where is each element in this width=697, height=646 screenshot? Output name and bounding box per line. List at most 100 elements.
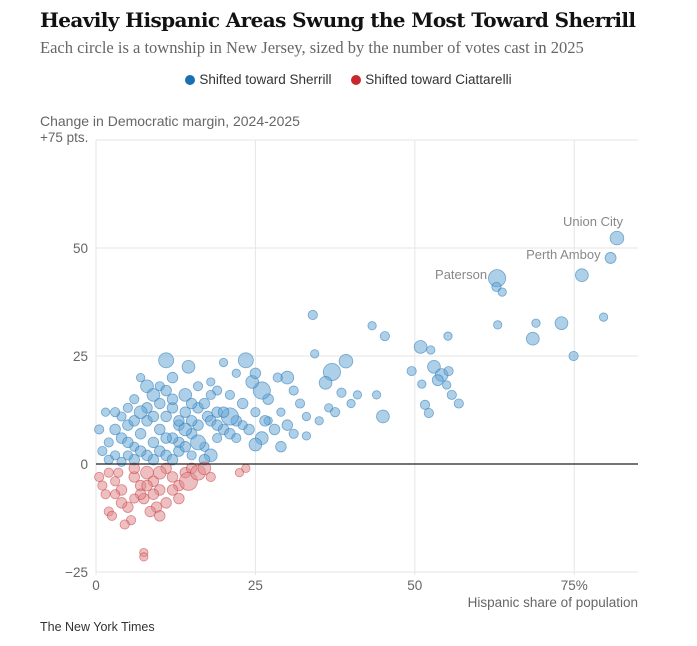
point-sherrill (376, 409, 390, 424)
x-tick-label: 75% (561, 578, 588, 593)
point-sherrill (154, 397, 166, 410)
point-sherrill (249, 367, 262, 379)
point-sherrill (453, 398, 464, 409)
point-ciattarelli (94, 471, 105, 482)
point-sherrill (181, 359, 196, 374)
point-ciattarelli (154, 510, 166, 522)
point-sherrill (158, 352, 175, 369)
point-sherrill (272, 372, 283, 383)
point-sherrill (379, 331, 390, 342)
point-ciattarelli (197, 461, 212, 476)
point-sherrill (224, 389, 235, 400)
point-sherrill (97, 445, 108, 457)
point-sherrill (352, 390, 363, 400)
point-sherrill (129, 394, 140, 405)
point-sherrill (134, 428, 147, 440)
point-sherrill (134, 445, 147, 457)
point-sherrill (250, 407, 261, 418)
point-ciattarelli (152, 465, 167, 480)
point-sherrill (166, 371, 179, 384)
point-sherrill (212, 433, 223, 444)
point-sherrill (406, 366, 417, 377)
point-sherrill (525, 331, 540, 346)
point-ciattarelli (115, 497, 128, 509)
point-sherrill (94, 424, 105, 435)
point-sherrill (179, 406, 191, 418)
legend-label: Shifted toward Ciattarelli (365, 72, 512, 87)
legend-item-sherrill: Shifted toward Sherrill (185, 72, 331, 87)
point-sherrill (166, 453, 179, 466)
point-sherrill (443, 331, 453, 341)
point-sherrill (190, 434, 206, 451)
point-ciattarelli (241, 463, 251, 473)
legend-item-ciattarelli: Shifted toward Ciattarelli (351, 72, 512, 87)
point-sherrill (147, 410, 160, 423)
point-ciattarelli (141, 479, 153, 492)
point-ciattarelli (110, 489, 121, 500)
x-tick-label: 50 (407, 578, 422, 593)
point-sherrill (307, 309, 318, 320)
point-ciattarelli (144, 505, 156, 518)
point-sherrill (231, 433, 242, 444)
point-sherrill (367, 321, 377, 331)
point-sherrill (192, 381, 204, 392)
point-sherrill (103, 437, 114, 448)
legend-label: Shifted toward Sherrill (199, 72, 332, 87)
point-sherrill (275, 441, 287, 453)
point-sherrill (103, 454, 114, 465)
point-sherrill (310, 349, 320, 359)
point-sherrill (288, 428, 299, 439)
point-ciattarelli (129, 493, 140, 504)
point-sherrill (609, 230, 625, 246)
point-sherrill (248, 437, 263, 452)
point-sherrill (154, 423, 166, 436)
point-sherrill (259, 415, 271, 427)
point-ciattarelli (113, 467, 124, 478)
point-ciattarelli (205, 471, 216, 482)
point-sherrill (116, 456, 127, 467)
point-ciattarelli (103, 467, 114, 478)
point-sherrill (237, 352, 254, 369)
point-sherrill (493, 320, 503, 330)
point-ciattarelli (160, 497, 172, 509)
point-sherrill (218, 357, 229, 368)
chart-subtitle: Each circle is a township in New Jersey,… (40, 38, 584, 57)
point-sherrill (178, 388, 193, 402)
point-sherrill (146, 388, 161, 402)
point-sherrill (100, 407, 111, 417)
point-sherrill (237, 420, 248, 431)
point-ciattarelli (106, 510, 117, 521)
point-sherrill (301, 411, 312, 422)
point-sherrill (186, 450, 197, 461)
y-tick-label: 0 (80, 457, 88, 472)
point-ciattarelli (119, 519, 130, 530)
point-sherrill (231, 368, 241, 378)
y-tick-label: −25 (65, 565, 88, 580)
point-ciattarelli (234, 468, 245, 478)
chart-title: Heavily Hispanic Areas Swung the Most To… (40, 8, 636, 32)
point-sherrill (346, 398, 356, 409)
annotation-label: Paterson (435, 267, 487, 282)
point-sherrill (288, 385, 299, 396)
point-sherrill (205, 389, 216, 400)
point-ciattarelli (166, 484, 179, 496)
point-ciattarelli (97, 480, 108, 491)
point-sherrill (268, 423, 281, 436)
legend-swatch-blue (185, 75, 196, 85)
y-axis-title: Change in Democratic margin, 2024-2025 (40, 113, 300, 129)
point-sherrill (211, 419, 223, 431)
point-sherrill (178, 422, 193, 437)
point-sherrill (133, 405, 148, 419)
point-sherrill (276, 407, 286, 417)
point-sherrill (236, 397, 249, 410)
point-sherrill (443, 366, 454, 377)
point-sherrill (136, 372, 146, 383)
point-sherrill (166, 393, 179, 405)
point-sherrill (281, 419, 293, 431)
point-sherrill (110, 407, 121, 418)
point-sherrill (554, 316, 569, 330)
point-sherrill (575, 268, 589, 283)
point-sherrill (336, 387, 347, 398)
point-sherrill (338, 353, 354, 369)
point-sherrill (431, 374, 444, 387)
